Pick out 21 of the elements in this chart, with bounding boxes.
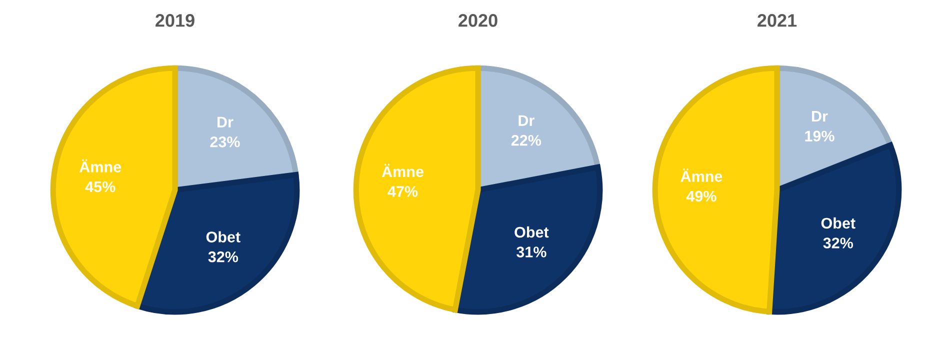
- data-label: 19%: [805, 130, 834, 142]
- slice-label: Dr: [812, 111, 828, 122]
- slice-label: Ämne: [382, 164, 424, 178]
- chart-title: 2020: [458, 14, 498, 27]
- data-label: 49%: [686, 190, 716, 202]
- data-label: 32%: [208, 251, 238, 262]
- slice-label: Ämne: [80, 159, 122, 172]
- data-label: 23%: [210, 136, 240, 148]
- data-label: 32%: [823, 238, 854, 248]
- chart-title: 2021: [758, 14, 797, 27]
- data-label: 22%: [511, 134, 542, 146]
- slice-label: Dr: [518, 115, 534, 126]
- slice-label: Ämne: [680, 168, 722, 182]
- chart-title: 2019: [156, 14, 194, 27]
- slice-label: Obet: [206, 231, 240, 242]
- data-label: 45%: [85, 181, 116, 192]
- slice-label: Obet: [821, 217, 856, 229]
- slice-label: Dr: [218, 116, 234, 128]
- data-label: 47%: [388, 186, 418, 197]
- slice-label: Obet: [514, 226, 549, 238]
- data-label: 31%: [516, 246, 546, 258]
